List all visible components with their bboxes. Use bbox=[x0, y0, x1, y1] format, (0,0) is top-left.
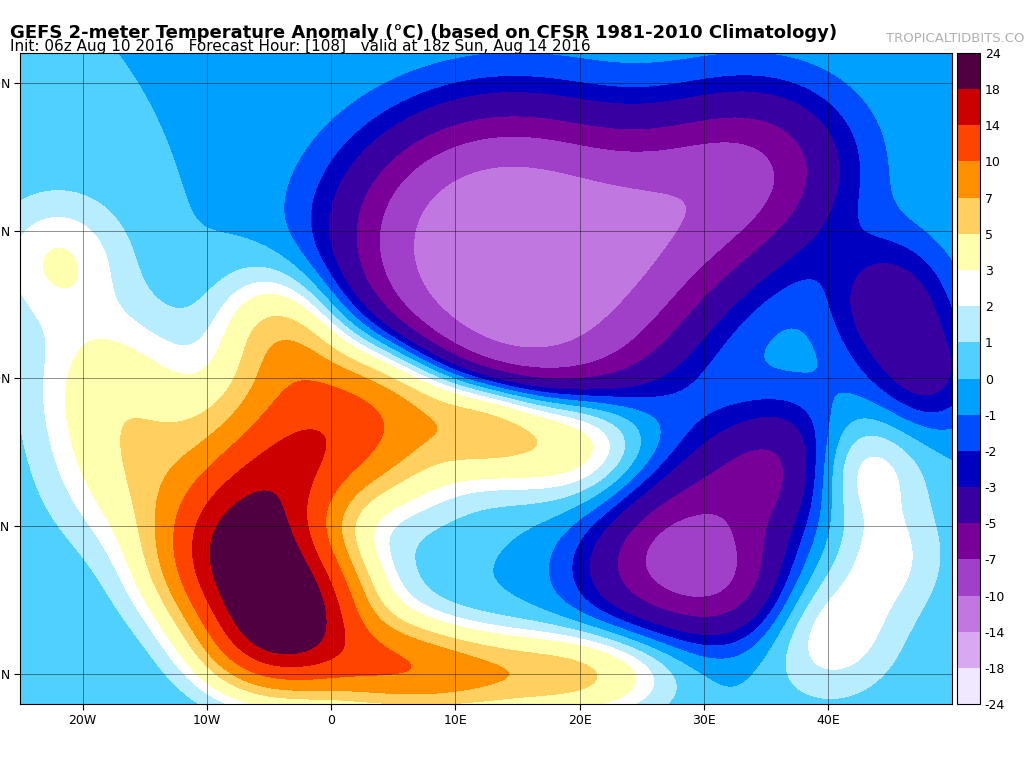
Text: GEFS 2-meter Temperature Anomaly (°C) (based on CFSR 1981-2010 Climatology): GEFS 2-meter Temperature Anomaly (°C) (b… bbox=[10, 24, 838, 42]
Text: Init: 06z Aug 10 2016   Forecast Hour: [108]   valid at 18z Sun, Aug 14 2016: Init: 06z Aug 10 2016 Forecast Hour: [10… bbox=[10, 39, 591, 55]
Text: TROPICALTIDBITS.COM: TROPICALTIDBITS.COM bbox=[886, 32, 1024, 45]
